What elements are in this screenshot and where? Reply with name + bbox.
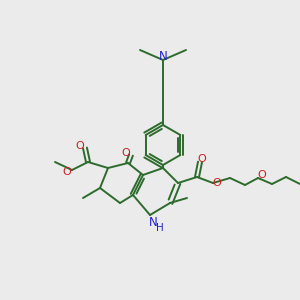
Text: O: O bbox=[258, 170, 266, 180]
Text: O: O bbox=[63, 167, 71, 177]
Text: H: H bbox=[156, 223, 164, 233]
Text: O: O bbox=[76, 141, 84, 151]
Text: O: O bbox=[213, 178, 221, 188]
Text: N: N bbox=[159, 50, 167, 64]
Text: N: N bbox=[148, 217, 158, 230]
Text: O: O bbox=[122, 148, 130, 158]
Text: O: O bbox=[198, 154, 206, 164]
